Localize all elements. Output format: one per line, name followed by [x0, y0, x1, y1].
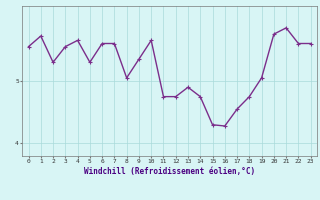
X-axis label: Windchill (Refroidissement éolien,°C): Windchill (Refroidissement éolien,°C)	[84, 167, 255, 176]
